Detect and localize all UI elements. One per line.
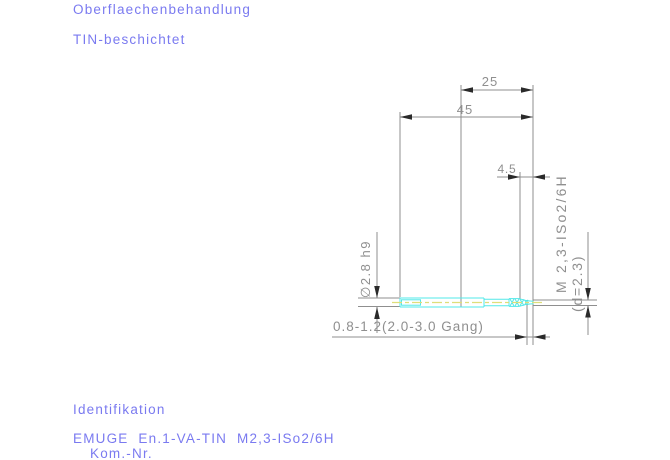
dim-thread-length: 25	[482, 74, 498, 89]
dim-overall-length: 45	[457, 102, 473, 117]
surface-treatment-title: Oberflaechenbehandlung	[73, 2, 251, 17]
commission-number-label: Kom.-Nr.	[90, 446, 153, 460]
identification-title: Identifikation	[73, 402, 166, 417]
coating-label: TIN-beschichtet	[73, 32, 186, 47]
dim-core-diameter: (d=2.3)	[569, 255, 585, 312]
dim-chamfer-range: 0.8-1.2(2.0-3.0 Gang)	[333, 319, 484, 334]
product-identification-label: EMUGE En.1-VA-TIN M2,3-ISo2/6H	[73, 431, 335, 446]
dim-chamfer-lead: 4.5	[497, 162, 516, 176]
dim-thread-spec: M 2,3-ISo2/6H	[553, 174, 569, 293]
dimension-arrows	[374, 87, 591, 340]
dim-shank-diameter: ∅2.8 h9	[358, 240, 373, 298]
